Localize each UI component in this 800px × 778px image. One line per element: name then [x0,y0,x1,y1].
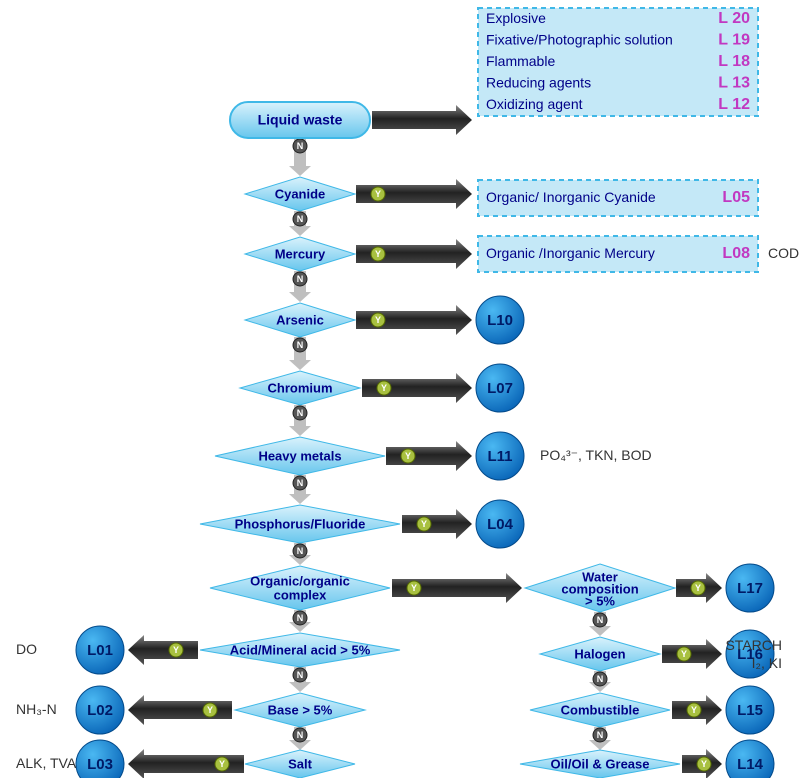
svg-text:Y: Y [701,759,707,769]
code-label: L10 [487,312,513,329]
annotation: NH₃-N [16,701,57,717]
svg-text:Y: Y [405,451,411,461]
svg-text:Y: Y [207,705,213,715]
svg-text:Y: Y [695,583,701,593]
box-item-label: Organic /Inorganic Mercury [486,245,655,261]
decision-label: Halogen [574,646,625,661]
code-label: L07 [487,380,513,397]
decision-label: Chromium [268,380,333,395]
decision-label: Heavy metals [258,448,341,463]
svg-text:N: N [297,730,304,740]
code-label: L04 [487,516,514,533]
svg-text:Y: Y [381,383,387,393]
box-item-label: Fixative/Photographic solution [486,31,673,47]
svg-text:N: N [297,670,304,680]
decision-label: Cyanide [275,186,326,201]
decision-label: Salt [288,756,313,771]
svg-text:Y: Y [173,645,179,655]
annotation: STARCH [725,637,782,653]
box-item-label: Reducing agents [486,75,591,91]
start-label: Liquid waste [258,112,343,128]
annotation: DO [16,641,37,657]
svg-text:N: N [597,730,604,740]
box-item-code: L 13 [718,75,750,92]
svg-text:Y: Y [411,583,417,593]
box-item-code: L 18 [718,53,750,70]
decision-label: Phosphorus/Fluoride [235,516,366,531]
svg-text:> 5%: > 5% [585,593,615,608]
box-item-code: L 20 [718,10,750,27]
code-label: L17 [737,580,763,597]
box-item-label: Flammable [486,53,555,69]
box-item-label: Organic/ Inorganic Cyanide [486,189,656,205]
decision-label: Arsenic [276,312,324,327]
svg-text:N: N [297,478,304,488]
annotation: COD [768,245,799,261]
arrow [386,441,472,471]
svg-text:N: N [597,615,604,625]
decision-label: Mercury [275,246,326,261]
box-item-label: Oxidizing agent [486,96,583,112]
box-item-code: L05 [722,189,750,206]
arrow [372,105,472,135]
decision-label: Combustible [561,702,640,717]
svg-text:Y: Y [219,759,225,769]
box-item-code: L08 [722,245,750,262]
svg-text:N: N [297,408,304,418]
svg-text:N: N [597,674,604,684]
svg-text:Y: Y [691,705,697,715]
code-label: L02 [87,702,113,719]
svg-text:N: N [297,546,304,556]
svg-text:N: N [297,274,304,284]
svg-text:Y: Y [421,519,427,529]
arrow [402,509,472,539]
arrow [662,639,722,669]
decision-label: Organic/organic [250,573,350,588]
code-label: L15 [737,702,763,719]
box-item-label: Explosive [486,10,546,26]
code-label: L14 [737,756,764,773]
code-label: L03 [87,756,113,773]
annotation: ALK, TVA [16,755,77,771]
decision-label: Acid/Mineral acid > 5% [230,642,371,657]
decision-label: Base > 5% [268,702,333,717]
arrow [128,635,198,665]
svg-text:N: N [297,214,304,224]
svg-text:N: N [297,613,304,623]
annotation: I₂, KI [752,655,782,671]
code-label: L11 [487,448,512,465]
svg-text:Y: Y [375,189,381,199]
svg-text:complex: complex [274,587,328,602]
svg-text:N: N [297,340,304,350]
svg-text:Y: Y [681,649,687,659]
decision-label: Oil/Oil & Grease [551,756,650,771]
svg-text:N: N [297,141,304,151]
box-item-code: L 19 [718,31,750,48]
svg-text:Y: Y [375,249,381,259]
svg-text:Y: Y [375,315,381,325]
annotation: PO₄³⁻, TKN, BOD [540,447,652,463]
code-label: L01 [87,642,113,659]
box-item-code: L 12 [718,96,750,113]
